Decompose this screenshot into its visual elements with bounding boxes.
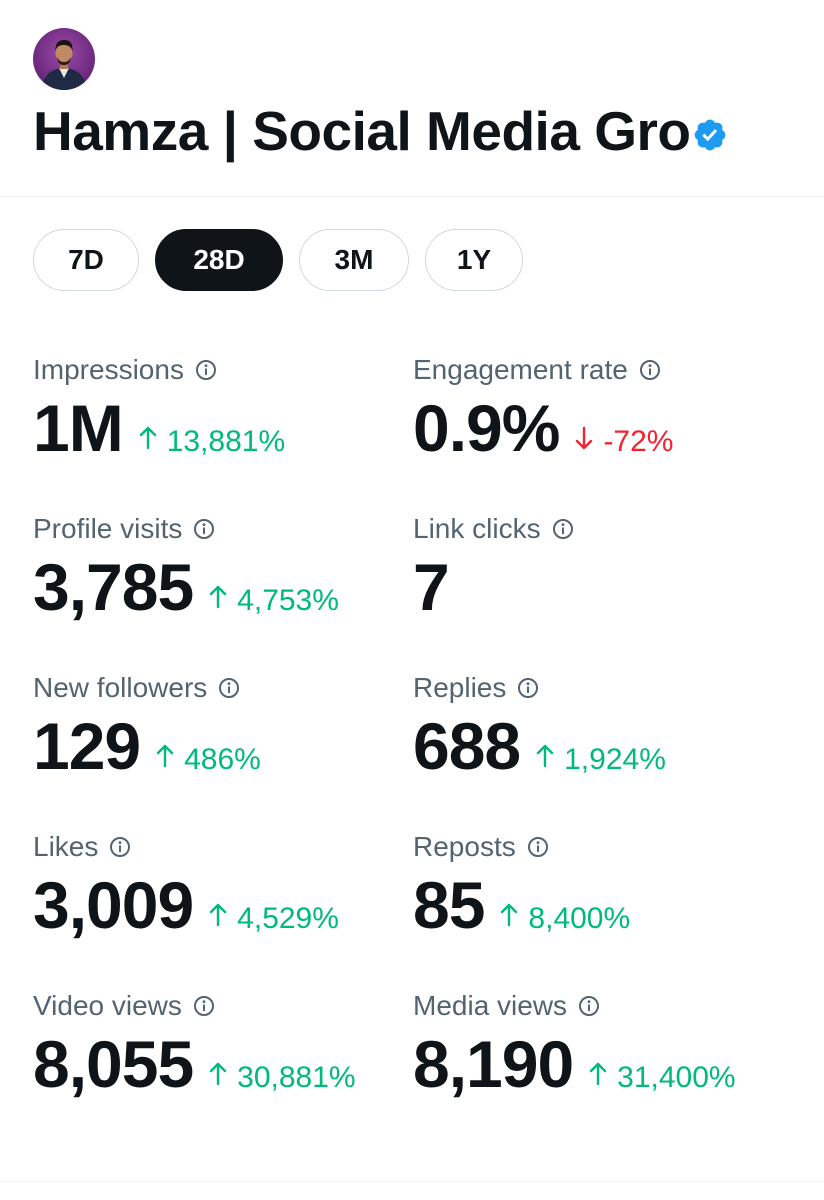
metric-profile-visits: Profile visits 3,785 4,753%	[33, 509, 423, 624]
tab-1y[interactable]: 1Y	[425, 229, 523, 291]
metric-label: New followers	[33, 672, 208, 703]
metric-value: 3,785	[33, 550, 194, 624]
metric-label: Profile visits	[33, 513, 183, 544]
metric-change-value: 1,924%	[564, 743, 666, 776]
metric-label: Replies	[413, 672, 507, 703]
metric-change-value: 13,881%	[166, 425, 286, 458]
metric-label: Media views	[413, 990, 568, 1021]
arrow-down-icon	[576, 426, 593, 450]
tab-3m[interactable]: 3M	[299, 229, 409, 291]
metric-change: 4,753%	[207, 584, 339, 618]
arrow-up-icon	[209, 903, 227, 927]
metric-change: 4,529%	[207, 902, 339, 936]
arrow-up-icon	[209, 1062, 227, 1086]
arrow-up-icon	[501, 903, 518, 927]
info-circle-icon[interactable]	[638, 358, 662, 382]
metric-value: 688	[413, 709, 521, 783]
metric-change: -72%	[573, 425, 673, 459]
info-circle-icon[interactable]	[192, 517, 216, 541]
date-range-tabs: 7D 28D 3M 1Y	[33, 229, 523, 291]
metric-change: 31,400%	[587, 1061, 736, 1095]
metric-label: Link clicks	[413, 513, 541, 544]
metric-change-value: 30,881%	[237, 1061, 356, 1094]
metric-change: 1,924%	[534, 743, 666, 777]
metric-label: Likes	[33, 831, 99, 862]
tab-28d[interactable]: 28D	[155, 229, 283, 291]
metric-value: 85	[413, 868, 485, 942]
metric-value: 8,190	[413, 1027, 574, 1101]
info-circle-icon[interactable]	[192, 994, 216, 1018]
info-circle-icon[interactable]	[108, 835, 132, 859]
info-circle-icon[interactable]	[577, 994, 601, 1018]
avatar[interactable]	[33, 28, 95, 90]
metric-value: 0.9%	[413, 391, 560, 465]
info-circle-icon[interactable]	[217, 676, 241, 700]
metric-value: 3,009	[33, 868, 194, 942]
metric-label: Reposts	[413, 831, 516, 862]
metric-change-value: 4,753%	[237, 584, 339, 617]
metric-new-followers: New followers 129 486%	[33, 668, 423, 783]
metric-value: 7	[413, 550, 450, 624]
metric-change: 30,881%	[207, 1061, 356, 1095]
bottom-divider	[0, 1181, 824, 1182]
metric-replies: Replies 688 1,924%	[413, 668, 803, 783]
metric-label: Video views	[33, 990, 182, 1021]
info-circle-icon[interactable]	[516, 676, 540, 700]
tab-7d[interactable]: 7D	[33, 229, 139, 291]
metric-reposts: Reposts 85 8,400%	[413, 827, 803, 942]
metric-likes: Likes 3,009 4,529%	[33, 827, 423, 942]
profile-name[interactable]: Hamza | Social Media Gro	[33, 100, 691, 162]
metric-media-views: Media views 8,190 31,400%	[413, 986, 803, 1101]
info-circle-icon[interactable]	[526, 835, 550, 859]
arrow-up-icon	[536, 744, 554, 768]
metric-change-value: -72%	[603, 425, 674, 458]
metric-value: 8,055	[33, 1027, 194, 1101]
arrow-up-icon	[156, 744, 174, 768]
metric-change: 13,881%	[137, 425, 285, 459]
info-circle-icon[interactable]	[194, 358, 218, 382]
metric-change-value: 486%	[184, 743, 261, 776]
metric-engagement-rate: Engagement rate 0.9% -72%	[413, 350, 803, 465]
metric-change-value: 4,529%	[237, 902, 339, 935]
metric-video-views: Video views 8,055 30,881%	[33, 986, 423, 1101]
verified-badge-icon	[695, 119, 726, 151]
header-divider	[0, 196, 824, 197]
metric-label: Impressions	[33, 354, 184, 385]
arrow-up-icon	[139, 426, 156, 450]
metric-change: 8,400%	[498, 902, 630, 936]
metric-impressions: Impressions 1M 13,881%	[33, 350, 423, 465]
arrow-up-icon	[209, 585, 227, 609]
info-circle-icon[interactable]	[551, 517, 575, 541]
metric-link-clicks: Link clicks 7	[413, 509, 803, 624]
profile-header: Hamza | Social Media Gro	[33, 96, 824, 166]
metric-value: 1M	[33, 391, 124, 465]
metric-change: 486%	[154, 743, 261, 777]
metric-label: Engagement rate	[413, 354, 628, 385]
metric-change-value: 8,400%	[528, 902, 631, 935]
avatar-image	[33, 28, 95, 90]
metric-value: 129	[33, 709, 141, 783]
metric-change-value: 31,400%	[617, 1061, 736, 1094]
arrow-up-icon	[589, 1062, 607, 1086]
